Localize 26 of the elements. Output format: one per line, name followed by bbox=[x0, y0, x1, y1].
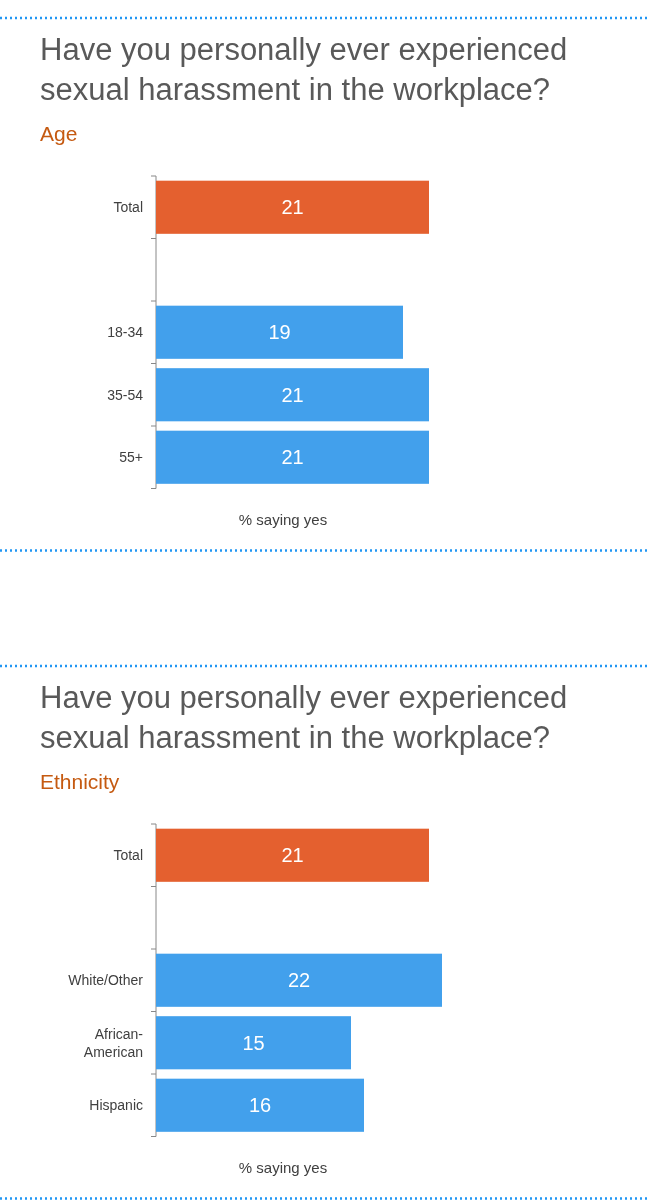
bar bbox=[156, 1078, 364, 1132]
bar bbox=[156, 828, 429, 882]
y-tick-label: Hispanic bbox=[89, 1097, 143, 1114]
x-axis-title: % saying yes bbox=[238, 1158, 328, 1176]
y-tick-label: 55+ bbox=[119, 449, 143, 466]
x-axis-title: % saying yes bbox=[238, 510, 328, 528]
data-label: 21 bbox=[281, 446, 304, 469]
bar bbox=[156, 953, 442, 1007]
y-tick-label: 35-54 bbox=[107, 386, 144, 403]
chart-title: Have you personally ever experienced sexual harassment in the workplace? bbox=[40, 32, 568, 107]
y-tick-label: Total bbox=[113, 199, 143, 216]
data-label: 21 bbox=[281, 383, 304, 406]
chart-subtitle: Age bbox=[40, 122, 78, 145]
y-tick-label: African-American bbox=[83, 1025, 144, 1060]
y-tick-label: 18-34 bbox=[107, 324, 144, 341]
y-tick-label: White/Other bbox=[68, 972, 144, 989]
data-label: 21 bbox=[281, 196, 304, 219]
y-tick-label: Total bbox=[113, 847, 143, 864]
data-label: 16 bbox=[248, 1094, 272, 1117]
data-label: 22 bbox=[287, 969, 311, 992]
data-label: 19 bbox=[268, 321, 291, 344]
data-label: 21 bbox=[281, 844, 304, 867]
chart-subtitle: Ethnicity bbox=[40, 770, 120, 793]
data-label: 15 bbox=[242, 1031, 265, 1054]
chart-title: Have you personally ever experienced sexual harassment in the workplace? bbox=[40, 680, 568, 755]
bar bbox=[156, 1016, 351, 1070]
